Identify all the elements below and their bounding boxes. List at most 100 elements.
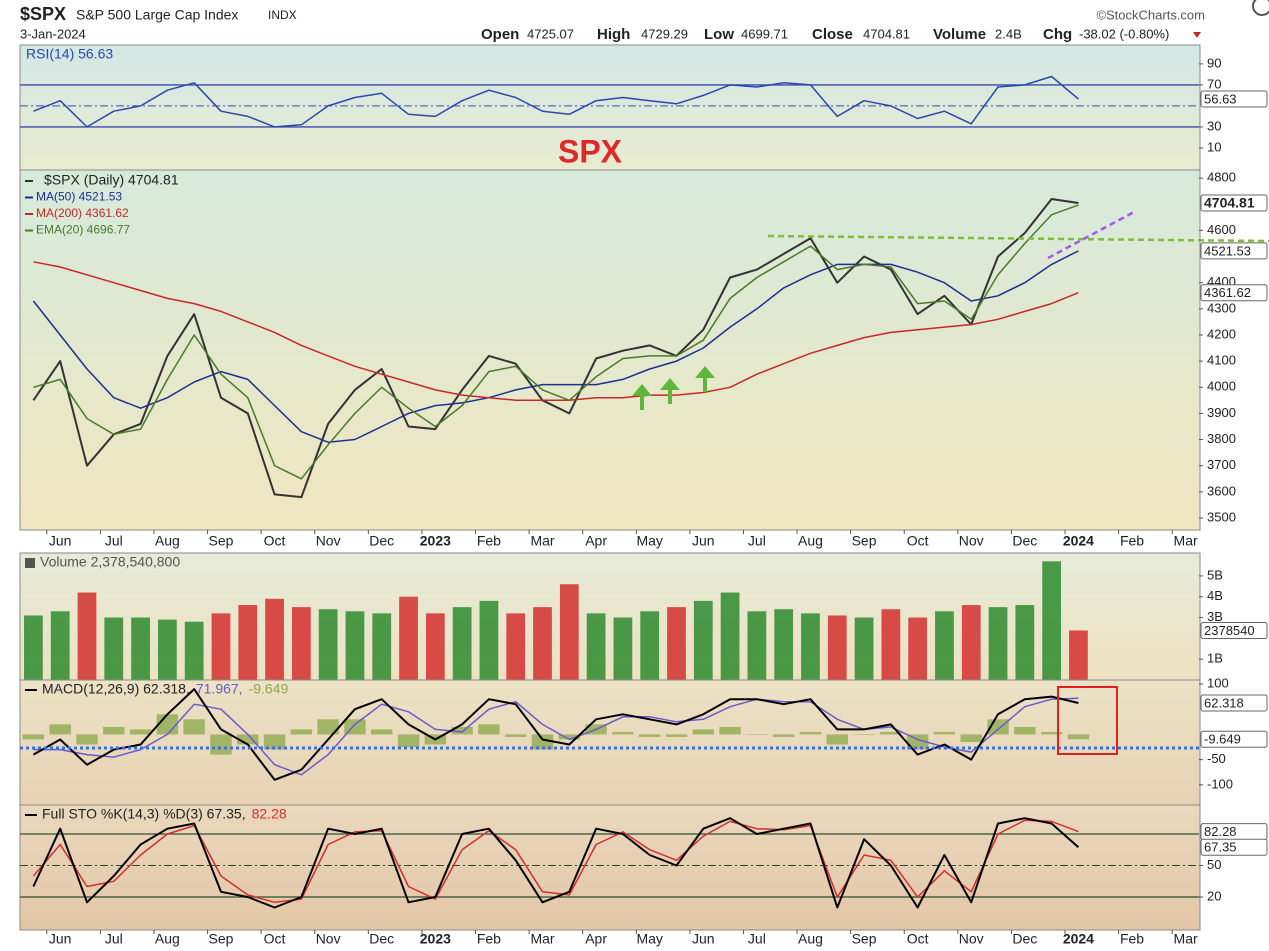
histogram-bar [531, 734, 554, 750]
y-tick-label: 4800 [1207, 170, 1236, 185]
volume-bar [184, 621, 204, 680]
x-tick-label: 2024 [1063, 931, 1094, 947]
down-arrow [1193, 32, 1201, 38]
resistance-line [767, 234, 1269, 243]
x-tick-label: 2023 [420, 931, 451, 947]
volume-label: Volume [933, 26, 986, 43]
value-badge [1200, 284, 1268, 302]
open-label: Open [481, 26, 519, 43]
high-value: 4729.29 [641, 26, 688, 41]
volume-bar [827, 615, 847, 680]
value-badge-label: 4521.53 [1204, 243, 1251, 258]
close-value: 4704.81 [863, 26, 910, 41]
series-line [32, 817, 1080, 909]
legend-label: -9.649 [249, 681, 289, 697]
histogram-bar [290, 729, 313, 735]
volume-bar [747, 611, 767, 680]
value-badge-label: 4361.62 [1204, 285, 1251, 300]
x-tick-label: Sep [852, 931, 877, 947]
low-value: 4699.71 [741, 26, 788, 41]
value-badge-label: 4704.81 [1204, 195, 1255, 211]
x-tick-label: Aug [798, 533, 823, 549]
x-tick-label: Dec [369, 533, 394, 549]
x-tick-label: Nov [959, 931, 984, 947]
x-tick-label: Mar [530, 533, 554, 549]
histogram-bar [1014, 726, 1036, 735]
series-line [33, 204, 1079, 480]
histogram-bar [799, 731, 822, 735]
value-badge-label: 67.35 [1204, 840, 1237, 855]
value-badge [1200, 838, 1268, 856]
x-tick-label: Oct [907, 931, 929, 947]
date: 3-Jan-2024 [20, 26, 86, 41]
histogram-bar [263, 734, 286, 750]
volume-bar [961, 605, 981, 680]
volume-bar [935, 611, 954, 680]
volume-bar [452, 607, 472, 680]
value-badge-label: -9.649 [1204, 732, 1241, 747]
legend-label: RSI(14) 56.63 [26, 46, 113, 62]
exchange: INDX [268, 8, 297, 22]
highlight-box [1057, 686, 1118, 755]
value-badge [1200, 730, 1268, 748]
close-label: Close [812, 26, 853, 43]
x-tick-label: Oct [264, 533, 286, 549]
x-tick-label: Jun [692, 931, 715, 947]
volume-bar [586, 613, 606, 680]
x-tick-label: Mar [530, 931, 554, 947]
volume-bar [157, 619, 177, 680]
x-tick-label: Feb [1120, 533, 1144, 549]
histogram-bar [22, 734, 45, 740]
x-tick-label: Nov [316, 931, 341, 947]
histogram-bar [1040, 731, 1063, 735]
legend-label: MA(50) 4521.53 [36, 190, 122, 204]
y-tick-label: 4600 [1207, 222, 1236, 237]
volume-bar [104, 617, 124, 680]
annotation-text: SPX [558, 133, 623, 169]
series-line [33, 75, 1079, 128]
volume-bar [533, 607, 552, 680]
volume-bar [854, 617, 874, 680]
x-tick-label: Jul [748, 931, 766, 947]
y-tick-label: 4100 [1207, 353, 1236, 368]
value-badge [1200, 694, 1268, 712]
legend-label: MA(200) 4361.62 [36, 206, 129, 220]
volume-bar [345, 611, 365, 680]
x-tick-label: 2024 [1063, 533, 1094, 549]
close-icon[interactable] [1252, 0, 1269, 16]
value-badge-label: 82.28 [1204, 824, 1237, 839]
histogram-bar [612, 731, 634, 735]
volume-bar [908, 617, 928, 680]
x-tick-label: May [636, 533, 662, 549]
volume-bar [50, 611, 70, 680]
histogram-bar [772, 734, 795, 737]
volume-bar [881, 609, 901, 680]
histogram-bar [933, 731, 956, 735]
trend-line [1047, 209, 1137, 260]
x-tick-label: Dec [1012, 533, 1037, 549]
histogram-bar [76, 734, 98, 745]
volume-bar [291, 607, 311, 680]
series-line [32, 250, 1079, 443]
volume-bar [479, 600, 499, 680]
x-tick-label: Mar [1174, 931, 1198, 947]
volume-bar [720, 592, 740, 680]
open-value: 4725.07 [527, 26, 574, 41]
legend-label: Full STO %K(14,3) %D(3) 67.35, [42, 806, 246, 822]
index-name: S&P 500 Large Cap Index [76, 7, 238, 23]
histogram-bar [129, 729, 152, 735]
x-tick-label: Feb [477, 533, 501, 549]
y-tick-label: 4B [1207, 588, 1223, 603]
panel-background [19, 804, 1201, 931]
volume-bar [265, 598, 284, 680]
value-badge [1200, 194, 1268, 212]
x-tick-label: Aug [798, 931, 823, 947]
series-line [32, 688, 1079, 781]
y-tick-label: 100 [1207, 675, 1229, 690]
histogram-bar [1067, 734, 1090, 740]
histogram-bar [665, 734, 688, 737]
histogram-bar [210, 734, 232, 755]
